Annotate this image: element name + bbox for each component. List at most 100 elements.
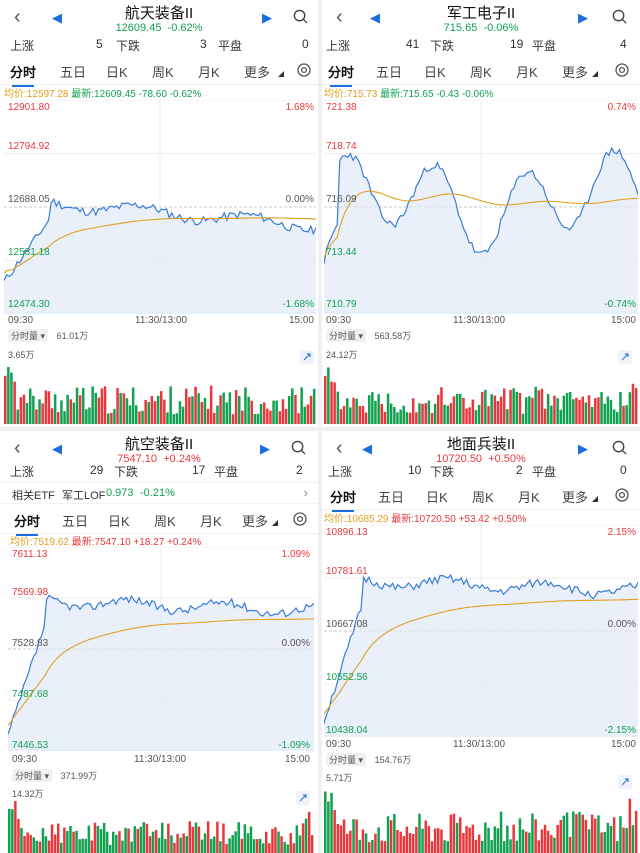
down-label: 下跌 bbox=[114, 465, 139, 479]
back-icon[interactable]: ‹ bbox=[14, 6, 21, 28]
tab-five-day[interactable]: 五日 bbox=[376, 65, 403, 80]
volume-bar bbox=[209, 385, 213, 424]
volume-bar bbox=[358, 839, 361, 853]
back-icon[interactable]: ‹ bbox=[14, 437, 21, 459]
tab-daily-k[interactable]: 日K bbox=[424, 65, 446, 80]
tab-monthly-k[interactable]: 月K bbox=[198, 65, 220, 80]
back-icon[interactable]: ‹ bbox=[336, 437, 343, 459]
search-icon[interactable] bbox=[612, 440, 627, 455]
volume-bar bbox=[477, 834, 481, 853]
volume-bar bbox=[537, 840, 540, 853]
tab-intraday[interactable]: 分时 bbox=[10, 62, 36, 87]
volume-dropdown[interactable]: 分时量 ▾ bbox=[8, 329, 49, 342]
tab-intraday[interactable]: 分时 bbox=[328, 62, 354, 87]
volume-bar bbox=[408, 412, 412, 424]
volume-bar bbox=[634, 387, 638, 424]
intraday-chart[interactable] bbox=[4, 100, 316, 314]
search-icon[interactable] bbox=[293, 9, 308, 24]
volume-bar bbox=[188, 821, 191, 853]
volume-bar bbox=[91, 386, 94, 424]
volume-chart bbox=[8, 801, 314, 853]
y-label-lower: 10552.56 bbox=[326, 672, 368, 683]
tab-five-day[interactable]: 五日 bbox=[60, 65, 87, 80]
prev-icon[interactable]: ◀ bbox=[370, 10, 380, 25]
tab-intraday[interactable]: 分时 bbox=[14, 511, 40, 536]
volume-dropdown[interactable]: 分时量 ▾ bbox=[12, 769, 53, 782]
volume-bar bbox=[151, 831, 155, 853]
volume-bar bbox=[178, 401, 182, 424]
tab-five-day[interactable]: 五日 bbox=[62, 514, 89, 529]
expand-icon[interactable] bbox=[618, 350, 632, 364]
volume-bar bbox=[188, 397, 191, 424]
avg-price: 均价:10685.29 bbox=[324, 514, 389, 525]
volume-bar bbox=[518, 818, 522, 853]
volume-bar bbox=[163, 399, 166, 424]
volume-bar bbox=[153, 401, 157, 424]
tab-five-day[interactable]: 五日 bbox=[378, 490, 405, 505]
tab-more[interactable]: 更多 bbox=[562, 490, 589, 505]
volume-dropdown[interactable]: 分时量 ▾ bbox=[326, 329, 367, 342]
price-line bbox=[4, 197, 316, 281]
volume-bar bbox=[509, 839, 512, 853]
volume-bar bbox=[213, 836, 216, 853]
volume-bar bbox=[44, 390, 48, 424]
tab-monthly-k[interactable]: 月K bbox=[200, 514, 222, 529]
tab-monthly-k[interactable]: 月K bbox=[518, 490, 540, 505]
volume-dropdown[interactable]: 分时量 ▾ bbox=[326, 753, 367, 766]
volume-bar bbox=[103, 386, 107, 424]
prev-icon[interactable]: ◀ bbox=[362, 441, 372, 456]
volume-bar bbox=[81, 838, 84, 853]
volume-bar bbox=[20, 828, 23, 853]
tab-monthly-k[interactable]: 月K bbox=[516, 65, 538, 80]
volume-bar bbox=[82, 388, 85, 424]
volume-bar bbox=[263, 402, 266, 424]
pct-top: 1.68% bbox=[285, 102, 314, 113]
back-icon[interactable]: ‹ bbox=[336, 6, 343, 28]
next-icon[interactable]: ▶ bbox=[262, 10, 272, 25]
volume-bar bbox=[182, 833, 185, 853]
volume-bar bbox=[433, 403, 437, 424]
volume-bar bbox=[253, 414, 257, 424]
tab-more[interactable]: 更多 bbox=[244, 65, 271, 80]
related-etf-row[interactable]: 相关ETF 军工LOF 0.973 -0.21% › bbox=[0, 482, 318, 504]
gear-icon[interactable] bbox=[292, 511, 308, 527]
gear-icon[interactable] bbox=[614, 62, 630, 78]
next-icon[interactable]: ▶ bbox=[578, 441, 588, 456]
gear-icon[interactable] bbox=[614, 487, 630, 503]
expand-icon[interactable] bbox=[618, 775, 632, 789]
volume-bar bbox=[581, 396, 584, 424]
intraday-chart[interactable] bbox=[324, 525, 638, 737]
volume-bar bbox=[503, 841, 506, 853]
volume-bar bbox=[481, 840, 484, 853]
volume-bar bbox=[112, 831, 115, 853]
tab-more[interactable]: 更多 bbox=[242, 514, 269, 529]
volume-bar bbox=[228, 392, 232, 424]
expand-icon[interactable] bbox=[296, 791, 310, 805]
prev-icon[interactable]: ◀ bbox=[52, 441, 62, 456]
tab-weekly-k[interactable]: 周K bbox=[152, 65, 174, 80]
next-icon[interactable]: ▶ bbox=[260, 441, 270, 456]
tab-weekly-k[interactable]: 周K bbox=[470, 65, 492, 80]
next-icon[interactable]: ▶ bbox=[578, 10, 588, 25]
expand-icon[interactable] bbox=[300, 350, 314, 364]
volume-bar bbox=[145, 823, 149, 853]
search-icon[interactable] bbox=[612, 9, 627, 24]
tab-daily-k[interactable]: 日K bbox=[108, 514, 130, 529]
volume-bar bbox=[427, 826, 431, 853]
tab-weekly-k[interactable]: 周K bbox=[154, 514, 176, 529]
intraday-chart[interactable] bbox=[324, 100, 638, 314]
tab-weekly-k[interactable]: 周K bbox=[472, 490, 494, 505]
volume-bar bbox=[53, 834, 57, 853]
volume-bar bbox=[289, 833, 292, 853]
volume-bar bbox=[597, 397, 600, 424]
volume-bar bbox=[272, 400, 275, 424]
gear-icon[interactable] bbox=[296, 62, 312, 78]
tab-daily-k[interactable]: 日K bbox=[426, 490, 448, 505]
volume-bar bbox=[197, 826, 201, 853]
tab-daily-k[interactable]: 日K bbox=[106, 65, 128, 80]
intraday-chart[interactable] bbox=[8, 547, 314, 751]
tab-more[interactable]: 更多 bbox=[562, 65, 589, 80]
tab-intraday[interactable]: 分时 bbox=[330, 487, 356, 512]
search-icon[interactable] bbox=[291, 440, 306, 455]
prev-icon[interactable]: ◀ bbox=[52, 10, 62, 25]
